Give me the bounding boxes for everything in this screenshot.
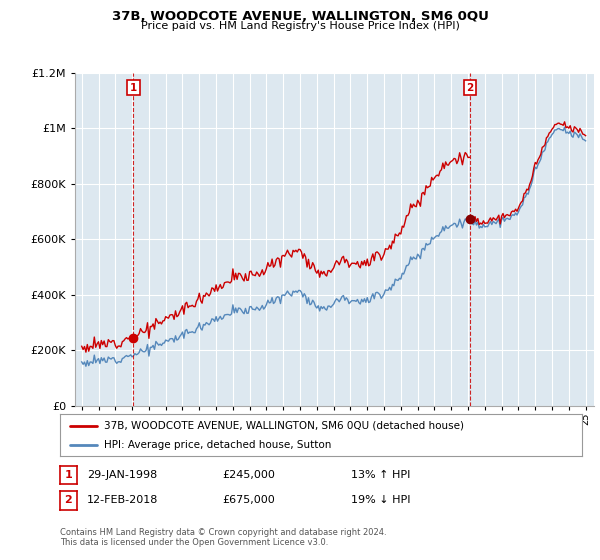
Text: 13% ↑ HPI: 13% ↑ HPI bbox=[351, 470, 410, 480]
Text: 37B, WOODCOTE AVENUE, WALLINGTON, SM6 0QU: 37B, WOODCOTE AVENUE, WALLINGTON, SM6 0Q… bbox=[112, 10, 488, 23]
Text: Contains HM Land Registry data © Crown copyright and database right 2024.
This d: Contains HM Land Registry data © Crown c… bbox=[60, 528, 386, 547]
Text: 2: 2 bbox=[65, 496, 72, 505]
Text: £675,000: £675,000 bbox=[222, 496, 275, 505]
Text: Price paid vs. HM Land Registry's House Price Index (HPI): Price paid vs. HM Land Registry's House … bbox=[140, 21, 460, 31]
Text: 37B, WOODCOTE AVENUE, WALLINGTON, SM6 0QU (detached house): 37B, WOODCOTE AVENUE, WALLINGTON, SM6 0Q… bbox=[104, 421, 464, 431]
Text: 2: 2 bbox=[466, 83, 473, 93]
Text: 1: 1 bbox=[130, 83, 137, 93]
Text: 29-JAN-1998: 29-JAN-1998 bbox=[87, 470, 157, 480]
Text: 19% ↓ HPI: 19% ↓ HPI bbox=[351, 496, 410, 505]
Text: 1: 1 bbox=[65, 470, 72, 480]
Text: HPI: Average price, detached house, Sutton: HPI: Average price, detached house, Sutt… bbox=[104, 440, 332, 450]
Text: 12-FEB-2018: 12-FEB-2018 bbox=[87, 496, 158, 505]
Text: £245,000: £245,000 bbox=[222, 470, 275, 480]
